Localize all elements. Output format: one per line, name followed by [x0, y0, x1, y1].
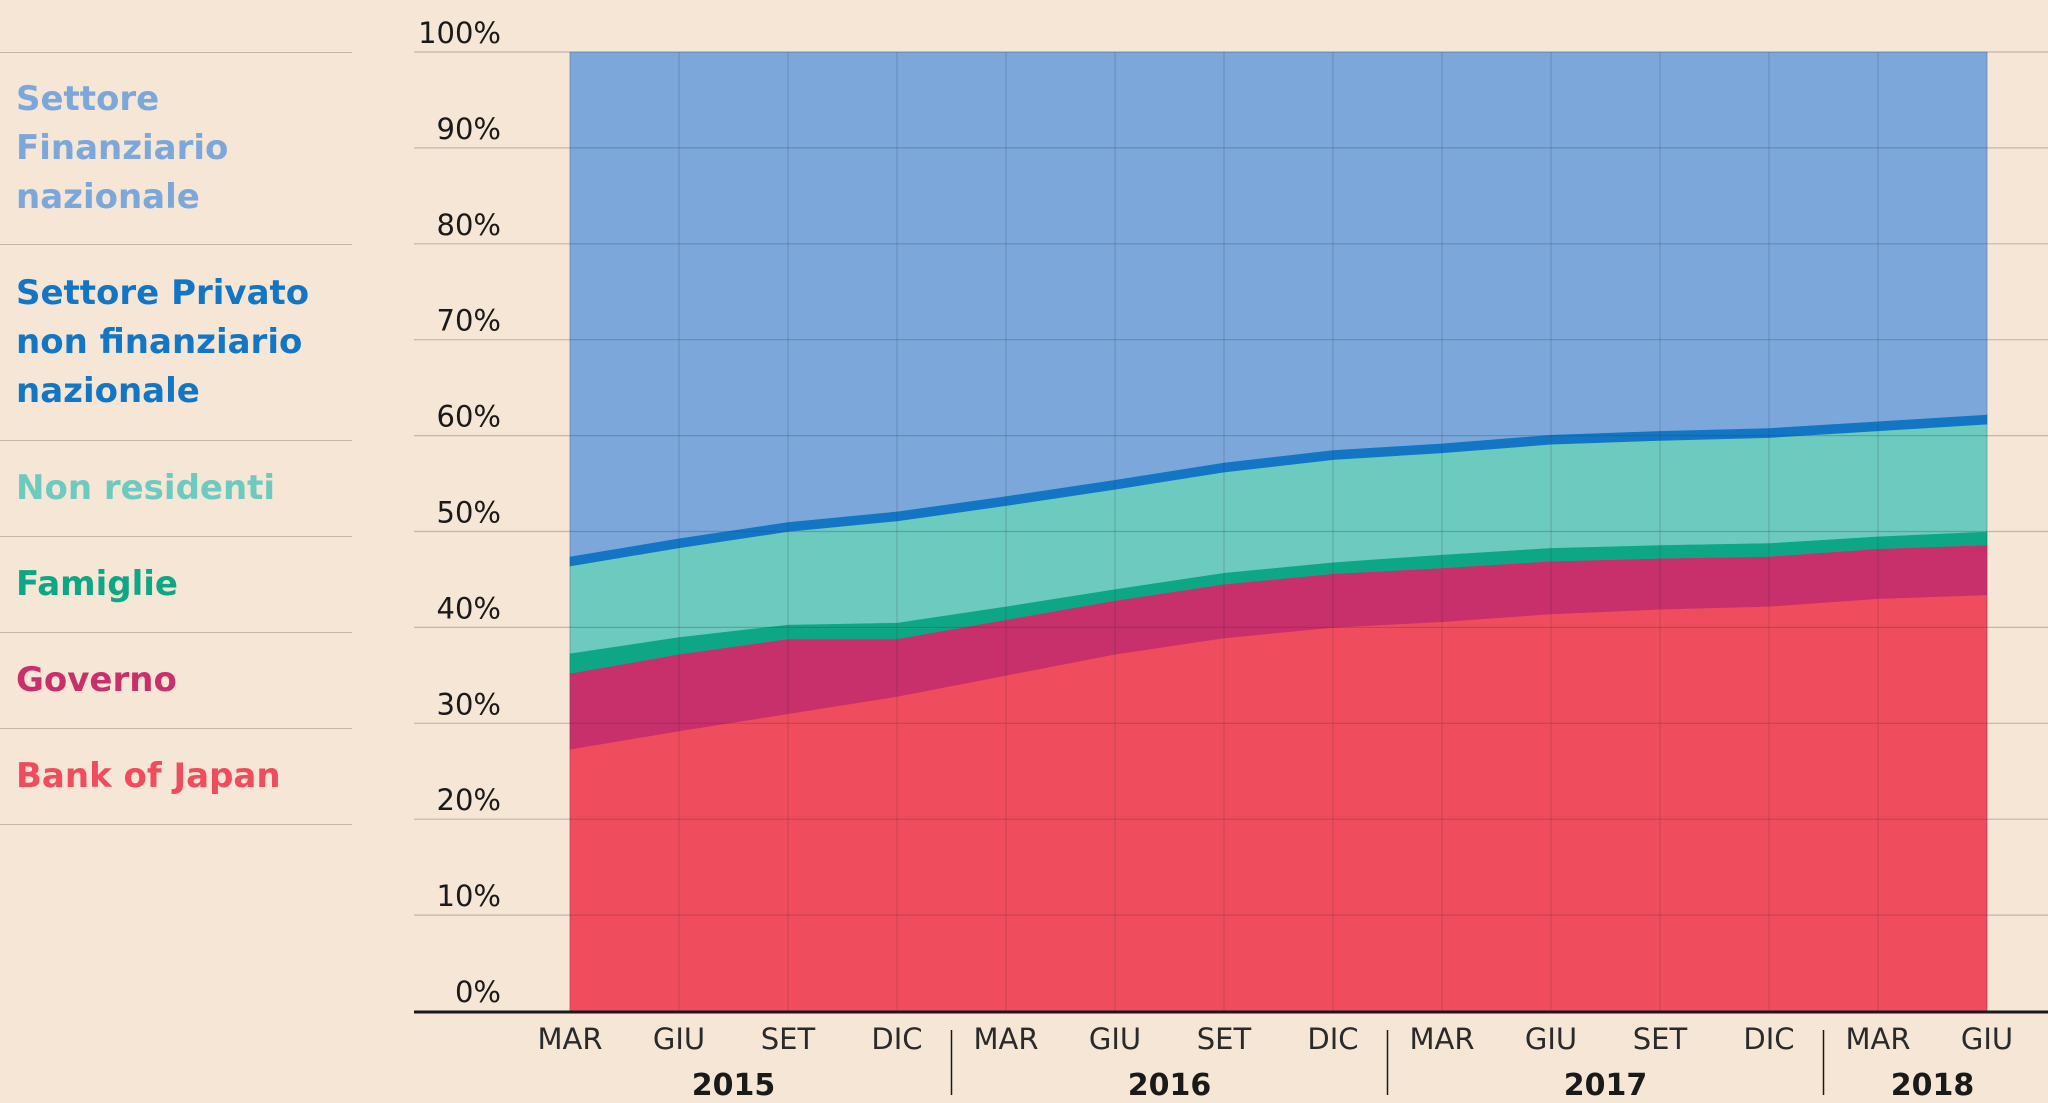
x-axis: MAR GIU SET DIC MAR GIU SET DIC MAR GIU SET DIC MAR G…: [537, 1022, 2013, 1103]
legend-label: Famiglie: [16, 564, 178, 604]
legend-label: Settore Finanziario nazionale: [16, 79, 229, 217]
x-tick-label: DIC: [1743, 1022, 1794, 1056]
y-tick-label: 0%: [455, 975, 501, 1009]
x-tick-label: SET: [1197, 1022, 1252, 1056]
legend-label: Bank of Japan: [16, 756, 281, 796]
area-settore-finanziario-nazionale: [569, 51, 1988, 557]
year-label: 2016: [1128, 1068, 1212, 1103]
x-tick-label: DIC: [871, 1022, 922, 1056]
area-layers: [569, 51, 1988, 1012]
x-tick-label: GIU: [1525, 1022, 1577, 1056]
legend-item-non-residenti: Non residenti: [0, 440, 352, 536]
legend-item-famiglie: Famiglie: [0, 536, 352, 632]
x-tick-label: MAR: [1845, 1022, 1910, 1056]
y-tick-label: 70%: [437, 304, 501, 338]
legend-item-governo: Governo: [0, 632, 352, 728]
legend-item-settore-privato-non-finanziario-nazionale: Settore Privato non finanziario nazional…: [0, 244, 352, 440]
y-tick-label: 20%: [437, 783, 501, 817]
y-tick-label: 90%: [437, 112, 501, 146]
y-tick-label: 50%: [437, 496, 501, 530]
x-tick-label: SET: [1633, 1022, 1688, 1056]
y-tick-label: 60%: [437, 400, 501, 434]
x-tick-label: SET: [761, 1022, 816, 1056]
year-label: 2015: [692, 1068, 776, 1103]
x-tick-label: DIC: [1307, 1022, 1358, 1056]
x-tick-label: MAR: [1409, 1022, 1474, 1056]
year-label: 2018: [1891, 1068, 1975, 1103]
y-axis-labels: 0% 10% 20% 30% 40% 50% 60% 70% 80% 90% 100%: [418, 16, 501, 1009]
legend-item-settore-finanziario-nazionale: Settore Finanziario nazionale: [0, 52, 352, 244]
x-tick-label: GIU: [1961, 1022, 2013, 1056]
x-tick-label: GIU: [1089, 1022, 1141, 1056]
y-tick-label: 30%: [437, 687, 501, 721]
legend-label: Governo: [16, 660, 177, 700]
legend-label: Settore Privato non finanziario nazional…: [16, 273, 310, 411]
y-tick-label: 100%: [418, 16, 501, 50]
legend-bottom-rule: [0, 824, 352, 825]
legend-item-bank-of-japan: Bank of Japan: [0, 728, 352, 824]
x-tick-label: MAR: [973, 1022, 1038, 1056]
legend-label: Non residenti: [16, 468, 276, 508]
x-tick-label: MAR: [537, 1022, 602, 1056]
y-tick-label: 80%: [437, 208, 501, 242]
legend: Settore Finanziario nazionale Settore Pri…: [0, 52, 352, 825]
year-label: 2017: [1564, 1068, 1648, 1103]
y-tick-label: 10%: [437, 879, 501, 913]
grid-lines: [414, 51, 2048, 1014]
y-tick-label: 40%: [437, 591, 501, 625]
x-tick-label: GIU: [653, 1022, 705, 1056]
